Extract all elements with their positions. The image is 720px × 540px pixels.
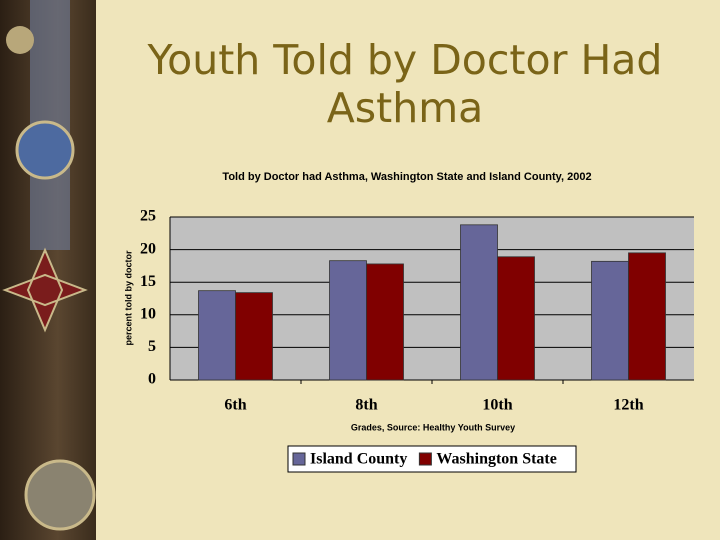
x-tick-label: 12th [613, 397, 643, 414]
bar [198, 290, 236, 381]
y-tick-label: 10 [140, 305, 156, 322]
x-tick-label: 8th [355, 397, 377, 414]
y-tick-label: 0 [148, 371, 156, 388]
slide-title: Youth Told by Doctor Had Asthma [147, 36, 663, 132]
bar [591, 260, 629, 381]
bar [329, 260, 367, 381]
decorative-strip [0, 0, 96, 540]
bar [460, 224, 498, 381]
bar [366, 263, 404, 381]
y-tick-label: 5 [148, 338, 156, 355]
bar [497, 256, 535, 381]
legend-label: Washington State [436, 451, 556, 468]
y-tick-label: 25 [140, 208, 156, 225]
legend [287, 445, 577, 473]
x-tick-label: 6th [224, 397, 246, 414]
y-tick-label: 15 [140, 273, 156, 290]
legend-swatch [418, 452, 432, 466]
y-tick-label: 20 [140, 240, 156, 257]
bar [235, 292, 273, 381]
x-axis-label: Grades, Source: Healthy Youth Survey [351, 422, 515, 432]
bar [628, 252, 666, 381]
chart-title: Told by Doctor had Asthma, Washington St… [222, 171, 591, 183]
legend-swatch [292, 452, 306, 466]
x-tick-label: 10th [482, 397, 512, 414]
y-axis-label: percent told by doctor [123, 250, 133, 346]
legend-label: Island County [310, 451, 407, 468]
